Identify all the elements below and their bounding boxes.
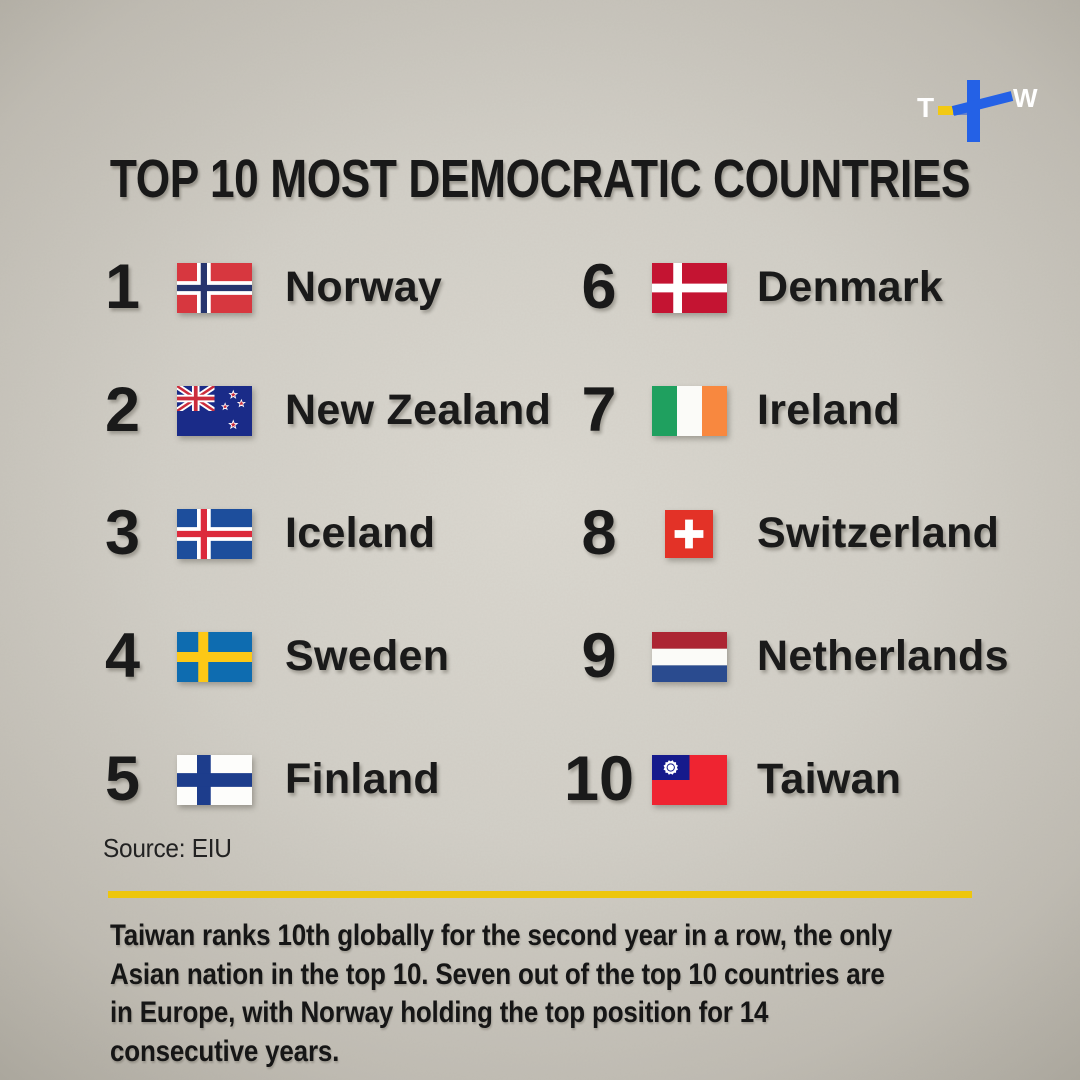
rank-number: 2: [105, 375, 141, 445]
sweden-flag-icon: [177, 632, 252, 682]
ranking-row-netherlands: 9 Netherlands: [560, 595, 1009, 718]
country-label: Iceland: [285, 509, 436, 557]
country-label: Denmark: [757, 263, 944, 311]
country-label: Netherlands: [757, 632, 1009, 680]
logo-w-letter: W: [1013, 83, 1038, 113]
footer-line: Asian nation in the top 10. Seven out of…: [110, 957, 885, 991]
country-label: Sweden: [285, 632, 450, 680]
finland-flag-icon: [177, 755, 252, 805]
country-label: Ireland: [757, 386, 901, 434]
rank-number: 10: [563, 744, 635, 814]
ranking-column-right: 6 Denmark 7 Ireland 8 Switzerland 9 Netherlands…: [560, 226, 1009, 841]
taiwanplus-logo: T W: [917, 80, 1038, 142]
ireland-flag: [652, 386, 757, 436]
logo-plus-vertical-bar: [967, 80, 980, 142]
rank-number: 7: [581, 375, 617, 445]
rank-number: 4: [105, 621, 141, 691]
ireland-flag-icon: [652, 386, 727, 436]
norway-flag-icon: [177, 263, 252, 313]
finland-flag: [177, 755, 285, 805]
logo-t-letter: T: [917, 92, 934, 123]
footer-line: consecutive years.: [110, 1034, 340, 1068]
netherlands-flag-icon: [652, 632, 727, 682]
ranking-row-switzerland: 8 Switzerland: [560, 472, 1009, 595]
country-label: Finland: [285, 755, 440, 803]
yellow-divider-line: [108, 891, 972, 898]
new-zealand-flag: [177, 386, 285, 436]
denmark-flag: [652, 263, 757, 313]
footer-paragraph: Taiwan ranks 10th globally for the secon…: [110, 917, 892, 1071]
ranking-row-norway: 1 Norway: [105, 226, 551, 349]
rank-number: 8: [581, 498, 617, 568]
iceland-flag-icon: [177, 509, 252, 559]
new-zealand-flag-icon: [177, 386, 252, 436]
taiwan-flag: [652, 755, 757, 805]
country-label: Taiwan: [757, 755, 902, 803]
ranking-row-new-zealand: 2 New Zealand: [105, 349, 551, 472]
country-label: Switzerland: [757, 509, 1000, 557]
taiwan-flag-icon: [652, 755, 727, 805]
footer-line: Taiwan ranks 10th globally for the secon…: [110, 919, 892, 952]
source-citation: Source: EIU: [103, 833, 232, 863]
rank-number: 3: [105, 498, 141, 568]
ranking-row-denmark: 6 Denmark: [560, 226, 1009, 349]
switzerland-flag: [652, 510, 757, 558]
country-label: Norway: [285, 263, 443, 311]
rank-number: 9: [581, 621, 617, 691]
logo-yellow-dash: [938, 106, 953, 115]
sweden-flag: [177, 632, 285, 682]
ranking-row-finland: 5 Finland: [105, 718, 551, 841]
rank-number: 6: [581, 252, 617, 322]
ranking-row-taiwan: 10 Taiwan: [560, 718, 1009, 841]
country-label: New Zealand: [285, 386, 552, 434]
ranking-row-iceland: 3 Iceland: [105, 472, 551, 595]
ranking-row-sweden: 4 Sweden: [105, 595, 551, 718]
rank-number: 1: [105, 252, 141, 322]
logo-diagonal-stroke: [951, 91, 1014, 116]
netherlands-flag: [652, 632, 757, 682]
ranking-column-left: 1 Norway 2 New Zealand 3 Iceland 4 Sweden 5 Finla…: [105, 226, 551, 841]
rank-number: 5: [105, 744, 141, 814]
page-title: TOP 10 MOST DEMOCRATIC COUNTRIES: [109, 149, 971, 209]
ranking-row-ireland: 7 Ireland: [560, 349, 1009, 472]
footer-line: in Europe, with Norway holding the top p…: [110, 996, 769, 1029]
switzerland-flag-icon: [665, 510, 713, 558]
iceland-flag: [177, 509, 285, 559]
denmark-flag-icon: [652, 263, 727, 313]
norway-flag: [177, 263, 285, 313]
